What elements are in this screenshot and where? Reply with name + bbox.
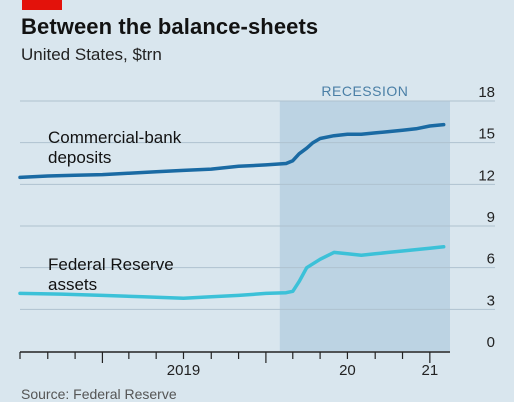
source-note: Source: Federal Reserve [21, 386, 177, 402]
x-axis: 2019 20 21 [19, 351, 450, 379]
y-tick-label: 0 [487, 334, 495, 351]
series-label: Federal Reserve [48, 255, 174, 274]
chart-subtitle: United States, $trn [21, 45, 162, 64]
brand-bar [22, 0, 62, 10]
y-axis-labels: 0 3 6 9 12 15 18 [478, 84, 495, 351]
y-tick-label: 3 [487, 292, 495, 309]
recession-label: RECESSION [321, 83, 408, 99]
y-tick-label: 9 [487, 209, 495, 226]
series-line-commercial-bank-deposits [18, 122, 446, 180]
chart-title: Between the balance-sheets [21, 14, 319, 39]
y-tick-label: 18 [478, 84, 495, 101]
series-label: Commercial-bank [48, 128, 182, 147]
x-tick-label: 2019 [167, 362, 200, 379]
y-tick-label: 12 [478, 167, 495, 184]
series-label: assets [48, 275, 97, 294]
y-tick-label: 6 [487, 251, 495, 268]
series-label: deposits [48, 148, 111, 167]
y-tick-label: 15 [478, 126, 495, 143]
x-tick-label: 21 [422, 362, 439, 379]
grid-lines [20, 100, 495, 310]
series-line-federal-reserve-assets [18, 245, 446, 300]
x-tick-label: 20 [339, 362, 356, 379]
